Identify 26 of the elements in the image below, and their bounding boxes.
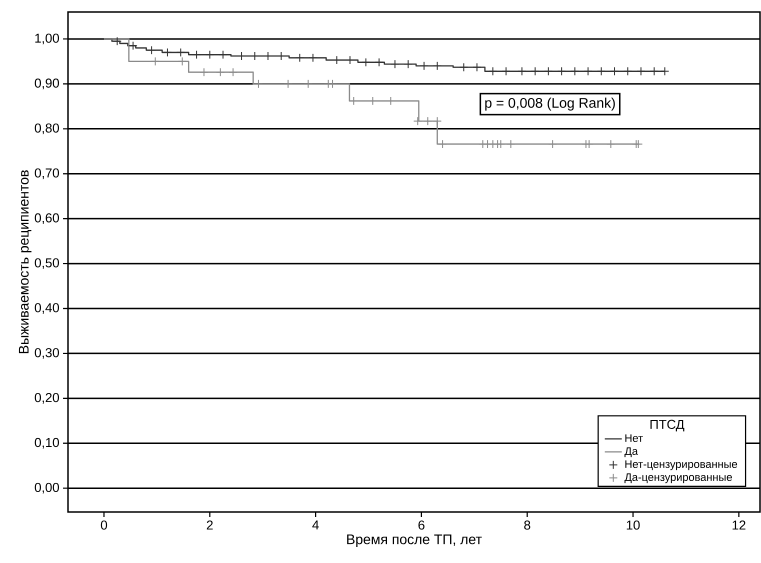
y-tick-label: 0,30 [34,348,59,359]
y-tick-label: 0,60 [34,213,59,224]
legend-label: Нет-цензурированные [625,460,738,470]
legend-label: Да-цензурированные [624,473,732,484]
x-tick-label: 4 [312,520,319,530]
y-tick-label: 1,00 [35,34,59,44]
x-tick-label: 8 [524,520,530,530]
x-tick-label: 0 [100,520,108,530]
y-tick-label: 0,50 [34,258,59,269]
legend-label: Да [624,447,638,458]
y-tick-label: 0,00 [34,482,59,494]
x-tick-label: 2 [206,520,213,530]
y-axis-title: Выживаемость реципиентов [18,170,32,354]
y-tick-label: 0,70 [34,168,59,180]
y-tick-label: 0,80 [34,123,59,134]
x-tick-label: 10 [626,520,640,530]
y-tick-label: 0,40 [34,303,59,314]
x-tick-label: 6 [418,520,424,530]
legend-title: ПТСД [650,420,684,432]
y-tick-label: 0,90 [34,78,59,90]
y-tick-label: 0,10 [34,438,59,449]
x-axis-title: Время после ТП, лет [347,534,482,548]
y-tick-label: 0,20 [34,392,59,404]
x-tick-label: 12 [732,520,746,530]
legend-label: Нет [625,434,643,442]
annotation: p = 0,008 (Log Rank) [485,98,615,111]
